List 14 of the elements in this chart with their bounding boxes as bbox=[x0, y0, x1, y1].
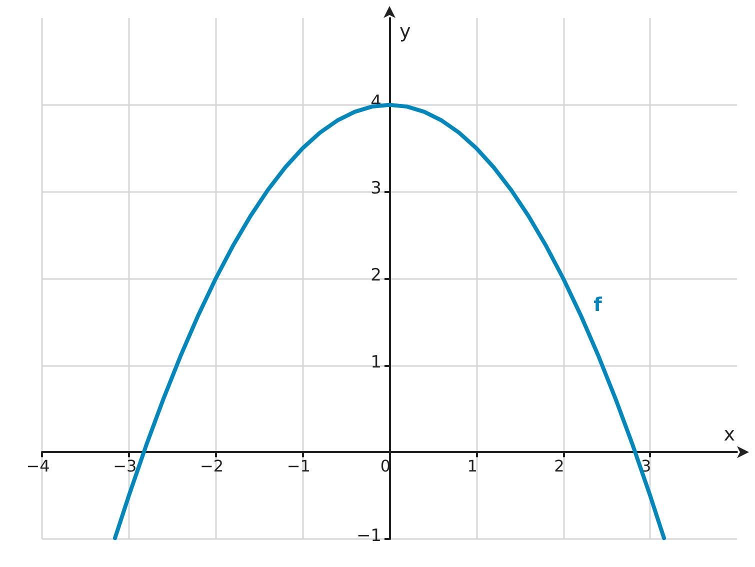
x-axis-title: x bbox=[724, 424, 735, 446]
x-tick-label: 1 bbox=[467, 456, 478, 476]
x-tick-label: −2 bbox=[200, 456, 224, 476]
x-tick-label: −1 bbox=[286, 456, 310, 476]
y-tick-label: 1 bbox=[370, 352, 382, 372]
y-axis-title: y bbox=[400, 20, 411, 42]
x-tick-label: −4 bbox=[26, 456, 50, 476]
series-label: f bbox=[594, 294, 603, 316]
y-tick-label: −1 bbox=[356, 526, 382, 546]
y-tick-label: 2 bbox=[370, 266, 382, 286]
x-tick-label: −3 bbox=[113, 456, 137, 476]
x-tick-label: 2 bbox=[554, 456, 564, 476]
line-series bbox=[112, 102, 666, 540]
y-tick-label: 3 bbox=[370, 178, 382, 199]
